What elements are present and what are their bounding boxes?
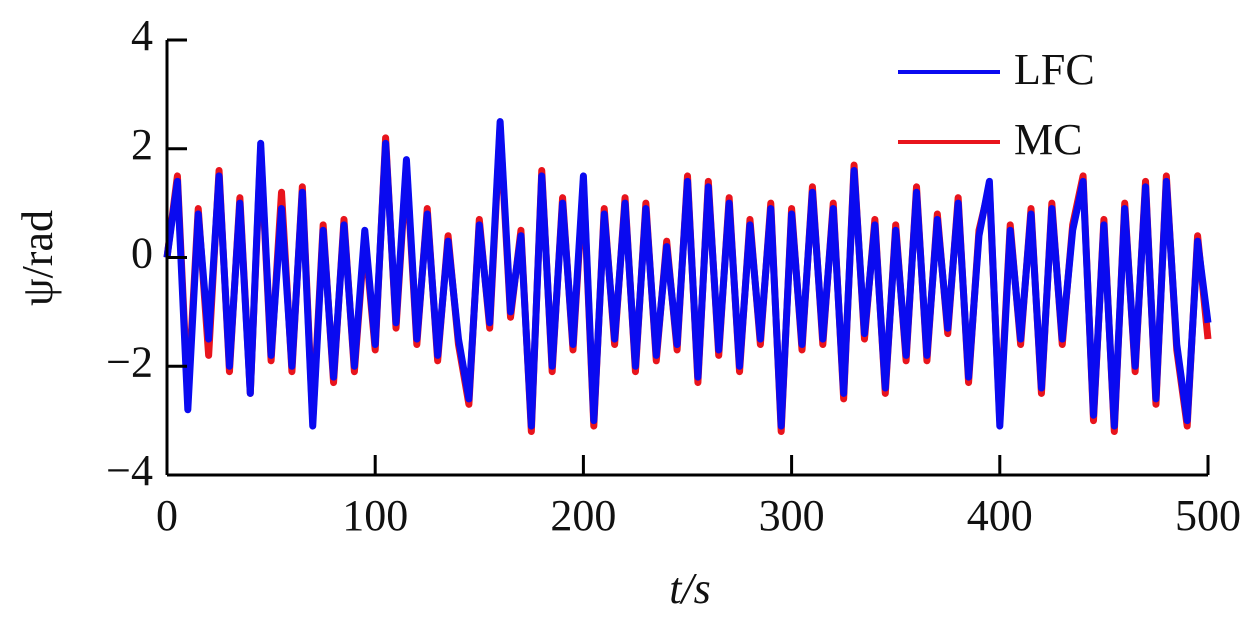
x-tick-label: 500 bbox=[1175, 491, 1241, 540]
data-line bbox=[163, 118, 1212, 430]
x-tick-label: 100 bbox=[342, 491, 408, 540]
y-tick-label: 4 bbox=[131, 11, 153, 60]
x-tick-label: 400 bbox=[967, 491, 1033, 540]
y-axis-label: ψ/rad bbox=[13, 210, 62, 306]
y-tick-label: −2 bbox=[106, 337, 153, 386]
x-axis-label: t/s bbox=[669, 564, 711, 613]
x-tick-label: 200 bbox=[550, 491, 616, 540]
y-tick-label: −4 bbox=[106, 446, 153, 495]
x-tick-label: 300 bbox=[759, 491, 825, 540]
x-tick-label: 0 bbox=[156, 491, 178, 540]
legend-label: MC bbox=[1014, 115, 1082, 164]
y-tick-label: 0 bbox=[131, 229, 153, 278]
legend-label: LFC bbox=[1014, 45, 1095, 94]
y-tick-label: 2 bbox=[131, 120, 153, 169]
